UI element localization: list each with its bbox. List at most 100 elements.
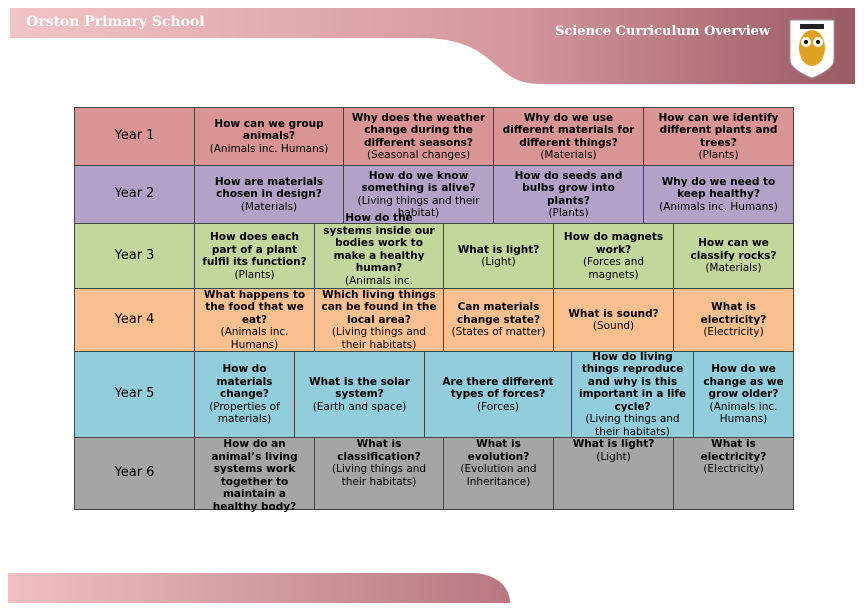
question: Why do we need to keep healthy? xyxy=(661,175,776,201)
topic: (Sound) xyxy=(592,320,635,332)
question: How do materials change? xyxy=(216,363,273,401)
question: Why do we use different materials for di… xyxy=(502,111,635,149)
question: How do the systems inside our bodies wor… xyxy=(323,212,435,275)
question: How do magnets work? xyxy=(563,231,664,256)
page-title: Science Curriculum Overview xyxy=(555,24,771,39)
topic-cell: How do we know something is alive? (Livin… xyxy=(343,165,494,224)
year-cell: Year 5 xyxy=(74,351,195,438)
topic: (Materials) xyxy=(240,200,298,213)
topic: (Animals inc. Humans) xyxy=(709,400,778,426)
topic: (States of matter) xyxy=(451,326,546,339)
topic-cell: How can we identify different plants and… xyxy=(643,107,794,166)
year-label: Year 2 xyxy=(114,186,155,202)
topic: (Electricity) xyxy=(703,326,764,339)
year-label: Year 3 xyxy=(114,247,155,263)
question: How can we group animals? xyxy=(214,117,324,143)
topic: (Light) xyxy=(596,450,631,463)
year-label: Year 1 xyxy=(114,128,155,144)
question: How are materials chosen in design? xyxy=(214,175,324,201)
question: What is light? xyxy=(457,243,540,256)
topic-cell: How do seeds and bulbs grow into plants?… xyxy=(493,165,644,224)
topic: (Properties of materials) xyxy=(209,400,280,426)
topic-cell: Are there different types of forces? (For… xyxy=(424,351,572,438)
year-cell: Year 1 xyxy=(74,107,195,166)
topic: (Living things and their habitats) xyxy=(585,413,680,438)
school-name: Orston Primary School xyxy=(26,14,205,30)
topic: (Forces) xyxy=(476,400,520,413)
question: What is sound? xyxy=(568,307,659,320)
topic-cell: How do an animal’s living systems work t… xyxy=(194,437,315,513)
topic: (Plants) xyxy=(548,207,589,219)
topic: (Materials) xyxy=(705,262,762,275)
year-label: Year 6 xyxy=(114,465,155,481)
topic-cell: How do living things reproduce and why i… xyxy=(571,351,694,438)
question: How do an animal’s living systems work t… xyxy=(211,438,298,513)
topic: (Living things and their habitats) xyxy=(331,463,427,488)
year-cell: Year 4 xyxy=(74,288,195,352)
topic: (Seasonal changes) xyxy=(366,149,471,161)
topic-cell: How does each part of a plant fulfil its… xyxy=(194,223,315,289)
year-cell: Year 6 xyxy=(74,437,195,510)
topic-cell: What is electricity? (Electricity) xyxy=(673,437,794,510)
question: What is light? xyxy=(572,438,655,450)
topic: (Animals inc. Humans) xyxy=(209,142,329,155)
topic-cell: How do materials change? (Properties of m… xyxy=(194,351,295,438)
question: How do seeds and bulbs grow into plants? xyxy=(514,169,623,207)
topic: (Materials) xyxy=(540,149,597,161)
question: What is electricity? xyxy=(700,301,767,326)
footer-banner xyxy=(8,573,510,603)
question: What is the solar system? xyxy=(309,375,410,401)
question: How can we classify rocks? xyxy=(690,237,777,262)
question: Are there different types of forces? xyxy=(442,375,554,401)
topic-cell: What is electricity? (Electricity) xyxy=(673,288,794,352)
topic-cell: How do we change as we grow older? (Anima… xyxy=(693,351,794,438)
year-cell: Year 2 xyxy=(74,165,195,224)
topic: (Living things and their habitat) xyxy=(357,194,480,220)
topic-cell: What is light? (Light) xyxy=(553,437,674,510)
question: Which living things can be found in the … xyxy=(321,288,437,326)
topic-cell: What is evolution? (Evolution and Inherit… xyxy=(443,437,554,510)
topic-cell: What happens to the food that we eat? (An… xyxy=(194,288,315,352)
question: How can we identify different plants and… xyxy=(658,111,779,149)
topic-cell: What is the solar system? (Earth and spac… xyxy=(294,351,425,438)
question: What is classification? xyxy=(337,438,421,463)
topic-cell: Can materials change state? (States of ma… xyxy=(443,288,554,352)
topic: (Earth and space) xyxy=(312,400,407,413)
topic-cell: How do magnets work? (Forces and magnets) xyxy=(553,223,674,289)
topic-cell: How are materials chosen in design? (Mate… xyxy=(194,165,344,224)
topic-cell: What is classification? (Living things an… xyxy=(314,437,444,510)
topic: (Electricity) xyxy=(703,463,764,475)
topic-cell: What is sound? (Sound) xyxy=(553,288,674,352)
topic-cell: What is light? (Light) xyxy=(443,223,554,289)
topic: (Animals inc. Humans) xyxy=(220,326,289,351)
topic: (Plants) xyxy=(698,149,739,161)
question: How do we know something is alive? xyxy=(361,169,476,195)
question: How do living things reproduce and why i… xyxy=(578,350,687,413)
question: Why does the weather change during the d… xyxy=(351,111,486,149)
topic-cell: Which living things can be found in the … xyxy=(314,288,444,352)
topic: (Living things and their habitats) xyxy=(331,326,427,351)
topic-cell: Why does the weather change during the d… xyxy=(343,107,494,166)
question: What happens to the food that we eat? xyxy=(203,288,306,326)
topic: (Plants) xyxy=(234,268,275,281)
topic-cell: How can we group animals? (Animals inc. H… xyxy=(194,107,344,166)
topic: (Light) xyxy=(481,256,516,268)
year-cell: Year 3 xyxy=(74,223,195,289)
topic: (Animals inc. Humans) xyxy=(659,200,778,213)
topic: (Evolution and Inheritance) xyxy=(460,463,537,488)
question: What is evolution? xyxy=(467,438,530,463)
question: How do we change as we grow older? xyxy=(703,363,784,401)
question: Can materials change state? xyxy=(456,301,541,326)
topic: (Forces and magnets) xyxy=(582,256,645,281)
header-banner xyxy=(10,8,855,84)
year-label: Year 4 xyxy=(114,311,155,327)
question: What is electricity? xyxy=(700,438,767,463)
question: How does each part of a plant fulfil its… xyxy=(202,231,307,268)
topic-cell: How can we classify rocks? (Materials) xyxy=(673,223,794,289)
topic-cell: Why do we use different materials for di… xyxy=(493,107,644,166)
logo xyxy=(789,19,835,79)
year-label: Year 5 xyxy=(114,386,155,402)
topic-cell: How do the systems inside our bodies wor… xyxy=(314,212,444,299)
